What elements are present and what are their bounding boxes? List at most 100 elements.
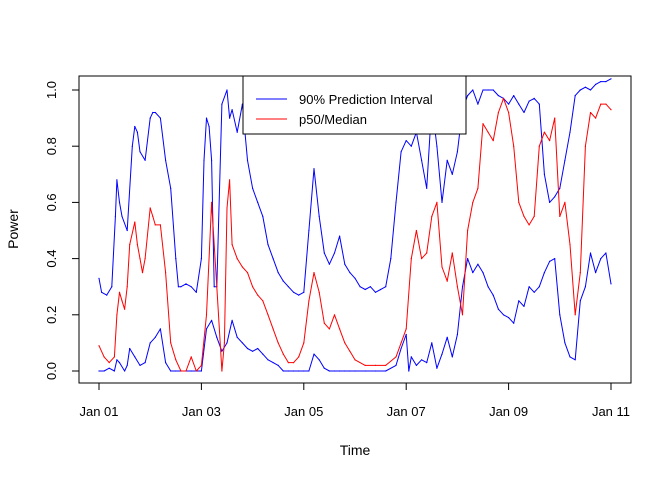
data-point-median xyxy=(129,244,131,246)
data-point-median xyxy=(333,314,336,316)
data-point-upper xyxy=(600,81,602,83)
data-point-upper xyxy=(559,187,561,189)
data-point-upper xyxy=(390,258,392,260)
data-point-lower xyxy=(108,367,110,369)
data-point-median xyxy=(441,266,443,268)
data-point-median xyxy=(149,207,151,209)
data-point-upper xyxy=(467,95,469,97)
data-point-lower xyxy=(139,364,141,366)
data-point-median xyxy=(487,131,489,133)
data-point-upper xyxy=(456,151,458,153)
data-point-upper xyxy=(175,258,177,260)
data-point-lower xyxy=(257,347,259,350)
data-point-upper xyxy=(584,86,587,88)
data-point-upper xyxy=(364,288,366,291)
data-point-lower xyxy=(589,252,592,254)
data-point-lower xyxy=(518,300,520,302)
data-point-lower xyxy=(303,370,305,372)
data-point-upper xyxy=(180,286,182,288)
data-point-lower xyxy=(246,347,249,350)
data-point-median xyxy=(492,140,494,142)
data-point-median xyxy=(287,362,289,364)
data-point-upper xyxy=(472,89,474,91)
data-point-median xyxy=(293,362,295,364)
data-point-upper xyxy=(328,263,330,265)
data-point-upper xyxy=(538,103,540,105)
data-point-lower xyxy=(267,359,269,361)
data-point-lower xyxy=(467,258,469,260)
data-point-median xyxy=(364,364,366,366)
data-point-median xyxy=(205,314,208,316)
data-point-median xyxy=(159,224,161,226)
data-point-median xyxy=(124,308,126,310)
data-point-upper xyxy=(579,89,581,91)
data-point-median xyxy=(313,272,315,274)
data-point-median xyxy=(405,328,407,330)
data-point-upper xyxy=(144,159,146,161)
data-point-median xyxy=(139,258,141,260)
data-point-median xyxy=(195,370,197,372)
data-point-lower xyxy=(579,300,581,302)
data-point-lower xyxy=(144,362,146,364)
data-point-upper xyxy=(339,235,341,237)
data-point-lower xyxy=(559,314,561,316)
data-point-upper xyxy=(136,131,138,133)
data-point-median xyxy=(282,353,284,355)
data-point-upper xyxy=(354,277,356,279)
data-point-median xyxy=(595,117,597,119)
data-point-upper xyxy=(359,286,361,288)
data-point-lower xyxy=(134,356,136,358)
data-point-median xyxy=(502,97,505,99)
data-point-median xyxy=(134,221,136,223)
data-point-lower xyxy=(236,336,238,338)
data-point-median xyxy=(121,300,123,302)
data-point-upper xyxy=(134,125,136,128)
data-point-upper xyxy=(282,280,284,282)
data-point-upper xyxy=(518,103,520,105)
data-point-median xyxy=(482,123,484,125)
data-point-median xyxy=(589,111,592,114)
data-point-upper xyxy=(252,187,254,189)
data-point-upper xyxy=(126,229,128,232)
data-point-lower xyxy=(318,359,320,361)
data-point-median xyxy=(605,103,607,105)
data-point-upper xyxy=(101,291,103,293)
series-median xyxy=(98,97,612,372)
data-point-lower xyxy=(528,286,530,288)
data-point-median xyxy=(226,207,228,209)
data-point-lower xyxy=(549,260,551,262)
data-point-upper xyxy=(177,286,179,288)
data-point-upper xyxy=(277,272,279,274)
data-point-median xyxy=(410,258,412,260)
data-point-median xyxy=(421,258,423,260)
data-point-median xyxy=(610,109,612,111)
data-point-lower xyxy=(159,328,161,330)
data-point-median xyxy=(229,179,231,181)
data-point-upper xyxy=(159,117,161,119)
data-point-median xyxy=(154,224,156,226)
data-point-median xyxy=(374,364,377,366)
data-point-lower xyxy=(385,370,387,372)
data-point-upper xyxy=(543,173,546,175)
data-point-median xyxy=(415,229,417,232)
data-point-upper xyxy=(533,97,535,99)
series-line-median xyxy=(98,97,612,372)
x-tick-label: Jan 01 xyxy=(79,404,118,419)
data-point-lower xyxy=(262,353,264,355)
data-point-lower xyxy=(241,342,243,344)
data-point-upper xyxy=(152,111,154,114)
data-point-median xyxy=(569,244,571,246)
x-tick-label: Jan 09 xyxy=(489,404,528,419)
data-point-upper xyxy=(446,159,448,161)
data-point-median xyxy=(467,229,469,232)
data-point-median xyxy=(116,314,118,316)
data-point-median xyxy=(431,215,433,217)
data-point-median xyxy=(221,370,223,372)
data-point-upper xyxy=(149,117,151,119)
data-point-median xyxy=(349,350,351,352)
data-point-lower xyxy=(170,370,172,372)
data-point-upper xyxy=(236,131,238,133)
data-point-median xyxy=(395,356,397,358)
data-point-median xyxy=(559,215,561,217)
data-point-median xyxy=(103,356,105,358)
